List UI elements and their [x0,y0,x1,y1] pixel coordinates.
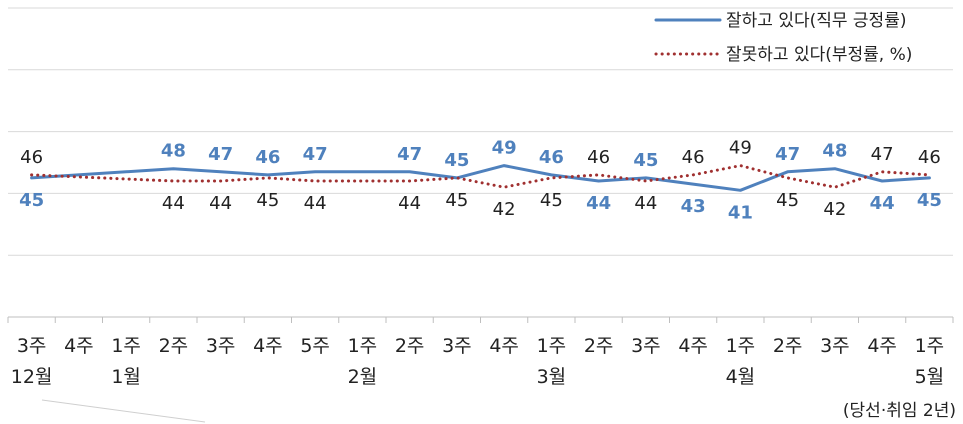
positive-data-label: 45 [917,190,942,211]
decorative-connector-line [41,399,206,423]
x-tick-label: 2주 [773,335,803,357]
x-tick-label: 4주 [64,335,94,357]
gridlines [8,7,953,256]
positive-data-label: 47 [775,144,800,165]
x-tick-label: 1주 [537,335,567,357]
positive-data-label: 45 [633,150,658,171]
negative-data-label: 46 [20,147,43,168]
negative-data-label: 47 [871,144,894,165]
negative-data-label: 44 [162,193,185,214]
negative-data-label: 45 [540,190,563,211]
negative-data-label: 45 [445,190,468,211]
legend-negative-label: 잘못하고 있다(부정률, %) [726,45,912,65]
positive-data-label: 49 [492,138,517,159]
month-label: 4월 [726,366,756,388]
x-tick-label: 4주 [253,335,283,357]
positive-data-label: 48 [161,141,186,162]
negative-data-label: 42 [823,199,846,220]
x-tick-label: 3주 [820,335,850,357]
x-tick-label: 4주 [678,335,708,357]
negative-data-label: 42 [493,199,516,220]
x-tick-label: 1주 [348,335,378,357]
month-label: 5월 [915,366,945,388]
month-label: 2월 [348,366,378,388]
x-tick-label: 3주 [631,335,661,357]
positive-series-line [30,164,931,192]
series-lines [30,164,931,192]
x-tick-label: 3주 [206,335,236,357]
x-tick-label: 1주 [915,335,945,357]
data-labels: 45 46 48 44 47 44 46 45 47 44 47 44 45 45 49 42 46 45 44 46… [19,138,942,224]
x-tick-label: 2주 [159,335,189,357]
positive-data-label: 45 [444,150,469,171]
negative-series-line [30,164,931,189]
positive-data-label: 41 [728,202,753,223]
month-label: 12월 [11,366,53,388]
negative-data-label: 44 [209,193,232,214]
negative-data-label: 49 [729,138,752,159]
positive-data-label: 45 [19,190,44,211]
x-tick-label: 5주 [300,335,330,357]
positive-data-label: 44 [870,193,895,214]
negative-data-label: 44 [634,193,657,214]
x-tick-label: 1주 [111,335,141,357]
negative-data-label: 45 [256,190,279,211]
negative-data-label: 44 [304,193,327,214]
positive-data-label: 47 [208,144,233,165]
negative-data-label: 46 [918,147,941,168]
x-tick-label: 2주 [395,335,425,357]
x-tick-label: 4주 [489,335,519,357]
positive-data-label: 47 [303,144,328,165]
legend-positive-label: 잘하고 있다(직무 긍정률) [726,11,906,31]
negative-data-label: 46 [682,147,705,168]
month-label: 1월 [111,366,141,388]
legend: 잘하고 있다(직무 긍정률) 잘못하고 있다(부정률, %) [654,11,912,65]
x-tick-label: 2주 [584,335,614,357]
x-tick-label: 1주 [726,335,756,357]
footnote: (당선·취임 2년) [843,401,956,421]
x-tick-label: 3주 [17,335,47,357]
positive-data-label: 44 [586,193,611,214]
negative-data-label: 44 [398,193,421,214]
x-tick-label: 3주 [442,335,472,357]
x-axis: 3주 4주 1주 2주 3주 4주 5주 1주 2주 3주 4주 1주 2주 3주 4주 1주 2주 3주 4주 1주… [7,316,954,423]
positive-data-label: 43 [681,196,706,217]
x-tick-label: 4주 [867,335,897,357]
positive-data-label: 48 [822,141,847,162]
negative-data-label: 46 [587,147,610,168]
negative-data-label: 45 [776,190,799,211]
positive-data-label: 46 [539,147,564,168]
positive-data-label: 46 [255,147,280,168]
month-label: 3월 [537,366,567,388]
positive-data-label: 47 [397,144,422,165]
